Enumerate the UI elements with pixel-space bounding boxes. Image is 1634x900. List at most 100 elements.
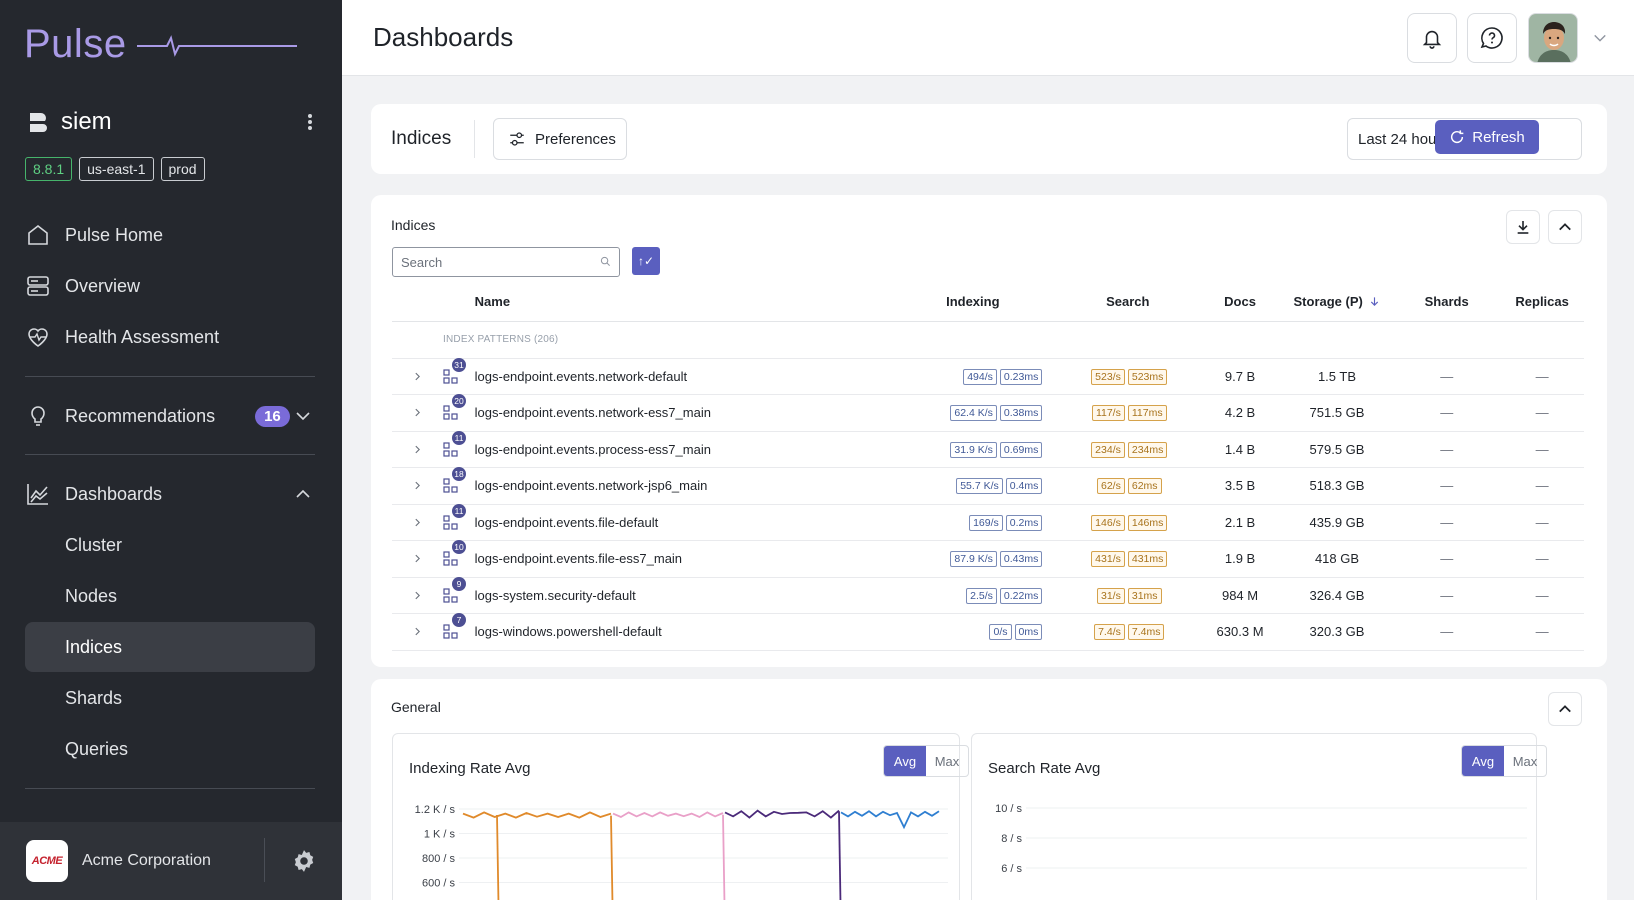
nav-overview[interactable]: Overview — [25, 262, 315, 310]
chevron-down-icon[interactable] — [1593, 31, 1607, 45]
subnav-nodes[interactable]: Nodes — [65, 585, 118, 606]
org-name[interactable]: Acme Corporation — [82, 852, 211, 869]
indexing-latency: 0.38ms — [999, 405, 1043, 422]
search-input[interactable] — [392, 247, 620, 277]
toolbar-title: Indices — [391, 128, 452, 149]
nav-pulse-home[interactable]: Pulse Home — [25, 211, 315, 259]
expand-row-cell[interactable] — [392, 504, 444, 541]
chevron-down-icon[interactable] — [295, 408, 311, 424]
index-name[interactable]: logs-endpoint.events.file-ess7_main — [474, 540, 904, 578]
series-drop-line — [722, 814, 726, 900]
storage-cell: 1.5 TB — [1280, 358, 1394, 395]
server-icon — [25, 273, 51, 299]
expand-row-cell[interactable] — [392, 394, 444, 432]
header-name[interactable]: Name — [474, 283, 904, 322]
chevron-right-icon[interactable] — [413, 554, 422, 563]
nav-divider — [25, 788, 315, 789]
index-name[interactable]: logs-endpoint.events.network-default — [474, 358, 904, 395]
y-tick-label: 1 K / s — [424, 829, 456, 841]
header-indexing[interactable]: Indexing — [903, 283, 1057, 322]
sort-toggle-button[interactable]: ↑✓ — [632, 247, 660, 275]
max-option[interactable]: Max — [1512, 753, 1538, 769]
docs-cell: 984 M — [1199, 577, 1281, 614]
header-search[interactable]: Search — [1056, 283, 1200, 322]
brand-logo[interactable]: Pulse — [24, 22, 297, 67]
index-pattern-icon-cell: 11 — [443, 503, 475, 541]
table-row[interactable]: 11 logs-endpoint.events.file-default 169/s… — [392, 503, 1584, 541]
table-row[interactable]: 7 logs-windows.powershell-default 0/s 0ms 7.… — [392, 613, 1584, 651]
refresh-icon — [1451, 130, 1464, 144]
avg-option[interactable]: Avg — [1462, 746, 1504, 776]
help-button[interactable] — [1467, 13, 1517, 63]
refresh-button[interactable]: Refresh — [1435, 120, 1539, 154]
table-row[interactable]: 9 logs-system.security-default 2.5/s 0.22ms… — [392, 576, 1584, 614]
download-button[interactable] — [1506, 210, 1540, 244]
indexing-latency: 0.69ms — [999, 441, 1043, 458]
user-avatar[interactable] — [1528, 13, 1578, 63]
search-latency: 117ms — [1127, 405, 1167, 422]
avg-max-toggle[interactable]: Avg Max — [1461, 745, 1547, 777]
search-icon — [600, 256, 610, 266]
chevron-right-icon[interactable] — [413, 481, 422, 490]
indexing-rate: 55.7 K/s — [956, 478, 1003, 495]
subnav-queries[interactable]: Queries — [65, 738, 129, 759]
indexing-latency: 0.22ms — [999, 587, 1043, 604]
expand-row-cell[interactable] — [392, 431, 444, 468]
heart-pulse-icon — [25, 324, 51, 350]
group-label: INDEX PATTERNS (206) — [392, 321, 1584, 359]
general-collapse-button[interactable] — [1548, 692, 1582, 726]
series-line — [840, 810, 940, 830]
index-pattern-icon-cell: 9 — [443, 576, 475, 614]
table-row[interactable]: 11 logs-endpoint.events.process-ess7_main… — [392, 430, 1584, 468]
index-name[interactable]: logs-endpoint.events.network-jsp6_main — [474, 467, 904, 505]
preferences-button[interactable]: Preferences — [493, 118, 627, 160]
subnav-cluster[interactable]: Cluster — [65, 534, 123, 555]
chevron-right-icon[interactable] — [413, 627, 422, 636]
subnav-indices[interactable]: Indices — [25, 622, 315, 672]
kebab-menu-icon[interactable] — [300, 112, 320, 132]
header-replicas[interactable]: Replicas — [1500, 283, 1584, 322]
header-storage-label: Storage (P) — [1293, 294, 1363, 310]
chevron-up-icon[interactable] — [295, 486, 311, 502]
index-name[interactable]: logs-system.security-default — [474, 577, 904, 614]
table-row[interactable]: 31 logs-endpoint.events.network-default 49… — [392, 357, 1584, 395]
expand-row-cell[interactable] — [392, 358, 444, 395]
index-pattern-icon: 11 — [443, 430, 467, 459]
expand-row-cell[interactable] — [392, 613, 444, 651]
nav-health-assessment[interactable]: Health Assessment — [25, 313, 315, 361]
chevron-right-icon[interactable] — [413, 445, 422, 454]
shards-cell: — — [1393, 504, 1501, 541]
cluster-selector[interactable]: siem — [25, 108, 320, 136]
version-tag: 8.8.1 — [25, 157, 73, 181]
collapse-button[interactable] — [1548, 210, 1582, 244]
gear-icon[interactable] — [291, 848, 317, 874]
index-name[interactable]: logs-endpoint.events.network-ess7_main — [474, 394, 904, 432]
search-cell: 146/s 146ms — [1056, 504, 1200, 541]
header-shards[interactable]: Shards — [1393, 283, 1501, 322]
pulse-line-icon — [136, 34, 297, 57]
preferences-label: Preferences — [535, 130, 616, 148]
table-row[interactable]: 18 logs-endpoint.events.network-jsp6_main… — [392, 467, 1584, 505]
chevron-right-icon[interactable] — [413, 408, 422, 417]
max-option[interactable]: Max — [934, 753, 960, 769]
header-docs[interactable]: Docs — [1199, 283, 1281, 322]
chevron-right-icon[interactable] — [413, 591, 422, 600]
subnav-shards[interactable]: Shards — [65, 687, 123, 708]
storage-cell: 579.5 GB — [1280, 431, 1394, 468]
nav-recommendations[interactable]: Recommendations 16 — [25, 392, 315, 440]
header-storage[interactable]: Storage (P) — [1280, 283, 1394, 322]
avg-max-toggle[interactable]: Avg Max — [883, 745, 969, 777]
index-name[interactable]: logs-windows.powershell-default — [474, 613, 904, 651]
nav-dashboards[interactable]: Dashboards — [25, 470, 315, 518]
expand-row-cell[interactable] — [392, 540, 444, 578]
notifications-button[interactable] — [1407, 13, 1457, 63]
avg-option[interactable]: Avg — [884, 746, 926, 776]
table-row[interactable]: 10 logs-endpoint.events.file-ess7_main 87.… — [392, 540, 1584, 578]
chevron-right-icon[interactable] — [413, 518, 422, 527]
expand-row-cell[interactable] — [392, 577, 444, 614]
table-row[interactable]: 20 logs-endpoint.events.network-ess7_main… — [392, 394, 1584, 432]
index-name[interactable]: logs-endpoint.events.process-ess7_main — [474, 431, 904, 468]
index-name[interactable]: logs-endpoint.events.file-default — [474, 504, 904, 541]
expand-row-cell[interactable] — [392, 467, 444, 505]
chevron-right-icon[interactable] — [413, 372, 422, 381]
